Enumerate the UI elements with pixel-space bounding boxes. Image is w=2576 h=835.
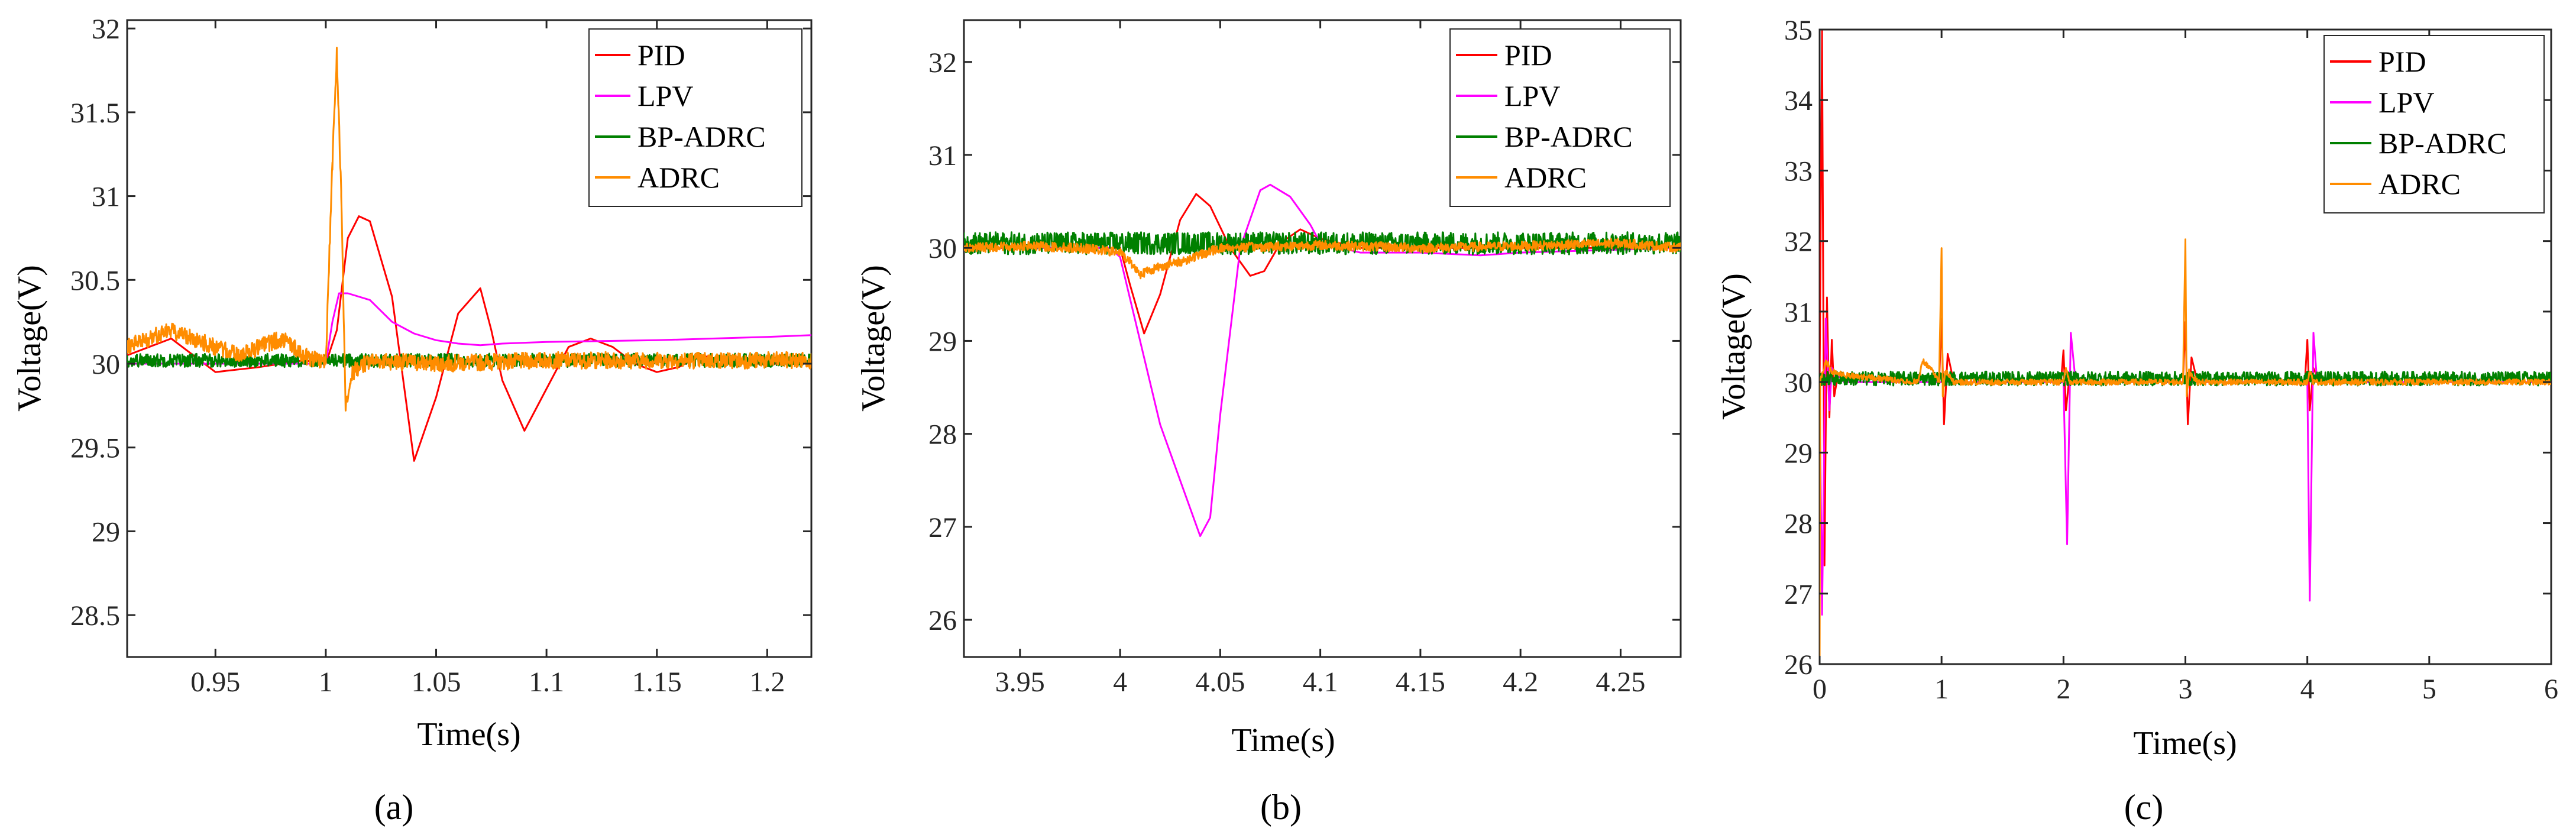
y-tick-label: 27 [1784, 579, 1813, 610]
x-tick-label: 1.05 [412, 666, 461, 698]
y-axis-label: Voltage(V) [855, 265, 892, 412]
legend-label-adrc: ADRC [2378, 167, 2461, 200]
series-line-adrc [964, 238, 1681, 280]
y-tick-label: 26 [928, 605, 957, 636]
y-tick-label: 31.5 [70, 98, 120, 129]
x-tick-label: 4.05 [1195, 666, 1245, 698]
x-tick-label: 4 [2300, 674, 2315, 705]
y-tick-label: 28 [1784, 509, 1813, 540]
x-tick-label: 3 [2179, 674, 2193, 705]
x-tick-label: 4 [1113, 666, 1127, 698]
y-tick-label: 30 [92, 349, 120, 380]
y-tick-label: 30 [1784, 367, 1813, 399]
series-line-lpv [964, 183, 1681, 538]
y-tick-label: 32 [928, 47, 957, 79]
x-tick-label: 4.25 [1596, 666, 1645, 698]
chart-panel-a: 0.95 1 1.05 1.1 1.15 1.2 28.5 29 29.5 30 30.5 31 31.… [11, 14, 813, 827]
x-tick-label: 4.2 [1503, 666, 1538, 698]
legend-label-pid: PID [2378, 45, 2426, 78]
legend-label-lpv: LPV [2378, 86, 2434, 119]
x-tick-label: 0 [1813, 674, 1827, 705]
x-tick-label: 0.95 [190, 666, 240, 698]
y-tick-label: 27 [928, 512, 957, 543]
legend-label-bp-adrc: BP-ADRC [1504, 120, 1633, 153]
y-tick-label: 32 [92, 14, 120, 45]
series-line-lpv [127, 292, 811, 365]
x-axis-label: Time(s) [417, 716, 520, 753]
y-tick-label: 32 [1784, 226, 1813, 258]
x-tick-label: 1.15 [632, 666, 682, 698]
legend-label-lpv: LPV [637, 79, 693, 112]
panel-label: (c) [2124, 788, 2164, 827]
legend-label-pid: PID [1504, 38, 1552, 72]
x-tick-label: 4.15 [1396, 666, 1445, 698]
x-tick-label: 1 [1934, 674, 1949, 705]
legend-label-adrc: ADRC [637, 161, 720, 194]
x-tick-label: 6 [2544, 674, 2558, 705]
x-axis-label: Time(s) [1231, 722, 1335, 759]
legend: PID LPV BP-ADRC ADRC [1449, 28, 1671, 207]
legend: PID LPV BP-ADRC ADRC [2323, 35, 2545, 213]
y-tick-label: 34 [1784, 85, 1813, 116]
series-line-bp-adrc [1820, 370, 2551, 387]
y-tick-label: 29 [928, 326, 957, 357]
x-tick-label: 2 [2056, 674, 2070, 705]
legend-label-bp-adrc: BP-ADRC [637, 120, 766, 153]
legend-label-pid: PID [637, 38, 685, 72]
series-line-lpv [1820, 318, 2551, 616]
legend: PID LPV BP-ADRC ADRC [588, 28, 802, 207]
x-axis-label: Time(s) [2133, 725, 2237, 762]
panel-label: (b) [1260, 788, 1302, 827]
x-tick-label: 5 [2422, 674, 2436, 705]
x-tick-label: 1.1 [529, 666, 564, 698]
x-tick-label: 4.1 [1303, 666, 1338, 698]
y-tick-label: 35 [1784, 15, 1813, 46]
y-tick-label: 30 [928, 233, 957, 264]
y-axis-label: Voltage(V) [11, 265, 48, 412]
y-tick-label: 31 [1784, 297, 1813, 328]
y-tick-label: 29 [1784, 438, 1813, 469]
y-tick-label: 28.5 [70, 600, 120, 632]
x-tick-label: 1.2 [749, 666, 785, 698]
y-tick-label: 29 [92, 516, 120, 548]
y-tick-label: 31 [92, 182, 120, 213]
y-tick-label: 31 [928, 140, 957, 171]
y-axis-label: Voltage(V) [1716, 273, 1752, 420]
legend-label-lpv: LPV [1504, 79, 1560, 112]
series-line-adrc [1820, 238, 2551, 664]
y-tick-label: 30.5 [70, 265, 120, 296]
legend-label-adrc: ADRC [1504, 161, 1587, 194]
y-tick-label: 33 [1784, 156, 1813, 187]
legend-label-bp-adrc: BP-ADRC [2378, 127, 2507, 160]
series-line-adrc [127, 47, 811, 412]
x-tick-label: 1 [319, 666, 333, 698]
panel-label: (a) [374, 788, 414, 827]
y-tick-label: 28 [928, 419, 957, 451]
x-tick-label: 3.95 [995, 666, 1045, 698]
chart-panel-b: 3.95 4 4.05 4.1 4.15 4.2 4.25 26 27 28 29 30 31 32 Ti… [855, 19, 1682, 827]
y-tick-label: 26 [1784, 649, 1813, 681]
y-tick-label: 29.5 [70, 433, 120, 464]
